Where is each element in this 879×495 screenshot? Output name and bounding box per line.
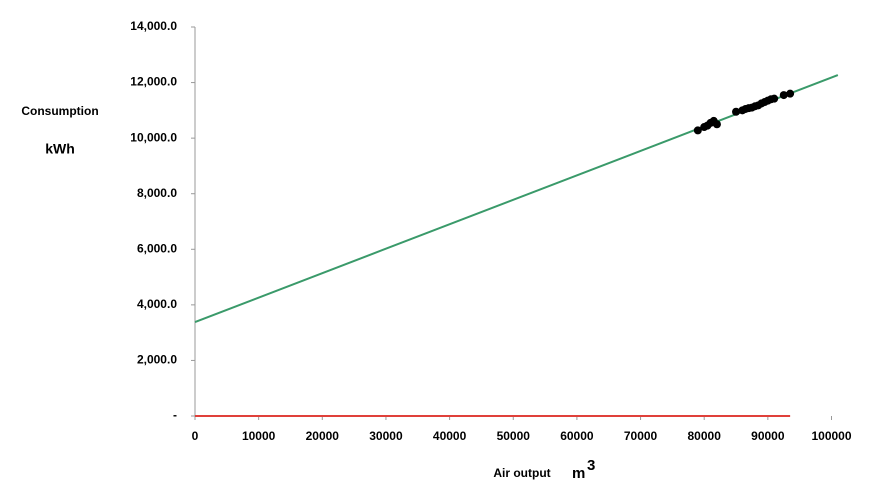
x-axis-unit: m	[572, 465, 585, 482]
x-tick-label: 10000	[242, 429, 276, 443]
x-axis-unit-exponent: 3	[587, 457, 595, 474]
y-axis-title: Consumption	[21, 104, 98, 118]
y-axis-unit: kWh	[45, 141, 75, 157]
y-tick-label: 12,000.0	[130, 75, 177, 89]
data-point	[786, 89, 795, 98]
x-tick-label: 70000	[624, 429, 658, 443]
data-point	[732, 107, 741, 116]
y-tick-label: -	[173, 408, 177, 422]
x-axis-title: Air output	[493, 466, 550, 480]
x-tick-label: 30000	[369, 429, 403, 443]
series-line	[194, 74, 839, 324]
x-tick-label: 90000	[751, 429, 785, 443]
x-tick-label: 60000	[560, 429, 594, 443]
y-tick-label: 2,000.0	[137, 353, 177, 367]
y-tick-label: 6,000.0	[137, 241, 177, 255]
x-tick-label: 80000	[688, 429, 722, 443]
x-tick-label: 20000	[306, 429, 340, 443]
x-tick-label: 50000	[497, 429, 531, 443]
y-tick-label: 4,000.0	[137, 297, 177, 311]
data-point	[712, 120, 721, 129]
x-tick-label: 100000	[811, 429, 851, 443]
data-point	[693, 126, 702, 135]
data-point	[779, 91, 788, 100]
y-tick-label: 10,000.0	[130, 130, 177, 144]
y-tick-label: 14,000.0	[130, 19, 177, 33]
y-tick-label: 8,000.0	[137, 186, 177, 200]
x-tick-label: 0	[192, 429, 199, 443]
x-tick-label: 40000	[433, 429, 467, 443]
data-point	[770, 94, 779, 103]
